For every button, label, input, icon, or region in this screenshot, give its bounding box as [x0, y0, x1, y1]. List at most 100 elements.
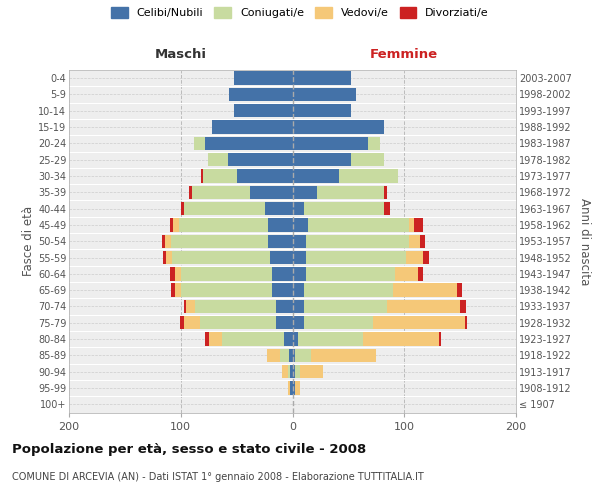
Bar [188, 186, 192, 199]
Bar [340, 170, 398, 182]
Bar [317, 186, 384, 199]
Bar [229, 88, 293, 101]
Bar [280, 348, 289, 362]
Bar [205, 332, 209, 346]
Bar [460, 300, 466, 313]
Bar [179, 218, 268, 232]
Text: Popolazione per età, sesso e stato civile - 2008: Popolazione per età, sesso e stato civil… [12, 442, 366, 456]
Bar [393, 284, 457, 297]
Bar [166, 251, 172, 264]
Bar [235, 72, 293, 85]
Bar [304, 284, 393, 297]
Bar [187, 300, 195, 313]
Bar [184, 316, 200, 330]
Bar [192, 186, 250, 199]
Bar [290, 365, 293, 378]
Bar [423, 251, 429, 264]
Bar [268, 234, 293, 248]
Bar [170, 284, 175, 297]
Bar [373, 316, 464, 330]
Bar [306, 251, 406, 264]
Bar [457, 284, 463, 297]
Bar [236, 170, 293, 182]
Bar [270, 251, 293, 264]
Bar [208, 153, 227, 166]
Bar [179, 316, 184, 330]
Bar [172, 251, 270, 264]
Legend: Celibi/Nubili, Coniugati/e, Vedovi/e, Divorziati/e: Celibi/Nubili, Coniugati/e, Vedovi/e, Di… [107, 2, 493, 23]
Bar [293, 186, 317, 199]
Bar [165, 234, 170, 248]
Bar [293, 332, 298, 346]
Bar [293, 136, 368, 150]
Y-axis label: Anni di nascita: Anni di nascita [578, 198, 591, 285]
Bar [298, 332, 363, 346]
Bar [420, 234, 425, 248]
Bar [284, 332, 293, 346]
Bar [293, 234, 306, 248]
Bar [283, 365, 288, 378]
Bar [304, 202, 384, 215]
Bar [306, 234, 409, 248]
Bar [293, 202, 304, 215]
Bar [181, 267, 272, 280]
Bar [439, 332, 441, 346]
Text: Femmine: Femmine [370, 48, 439, 62]
Bar [250, 186, 293, 199]
Bar [175, 267, 181, 280]
Bar [205, 136, 293, 150]
Bar [276, 300, 293, 313]
Bar [293, 120, 384, 134]
Bar [173, 218, 179, 232]
Bar [201, 170, 203, 182]
Bar [170, 218, 173, 232]
Bar [301, 365, 323, 378]
Bar [409, 234, 420, 248]
Bar [212, 120, 293, 134]
Bar [267, 348, 280, 362]
Bar [170, 267, 175, 280]
Bar [163, 251, 166, 264]
Bar [162, 234, 165, 248]
Bar [227, 153, 293, 166]
Bar [406, 251, 423, 264]
Bar [293, 300, 304, 313]
Bar [195, 300, 276, 313]
Bar [209, 332, 222, 346]
Bar [418, 267, 423, 280]
Bar [308, 218, 409, 232]
Bar [304, 300, 388, 313]
Bar [293, 267, 306, 280]
Bar [200, 316, 276, 330]
Bar [181, 284, 272, 297]
Bar [184, 202, 265, 215]
Bar [203, 170, 236, 182]
Bar [289, 348, 293, 362]
Y-axis label: Fasce di età: Fasce di età [22, 206, 35, 276]
Bar [295, 382, 301, 394]
Bar [415, 218, 423, 232]
Bar [295, 348, 311, 362]
Bar [409, 218, 415, 232]
Bar [293, 170, 340, 182]
Bar [272, 267, 293, 280]
Bar [395, 267, 418, 280]
Bar [293, 88, 356, 101]
Bar [194, 136, 205, 150]
Bar [272, 284, 293, 297]
Bar [306, 267, 395, 280]
Bar [235, 104, 293, 118]
Bar [293, 365, 295, 378]
Bar [293, 316, 304, 330]
Text: Maschi: Maschi [155, 48, 207, 62]
Bar [288, 382, 290, 394]
Bar [276, 316, 293, 330]
Text: COMUNE DI ARCEVIA (AN) - Dati ISTAT 1° gennaio 2008 - Elaborazione TUTTITALIA.IT: COMUNE DI ARCEVIA (AN) - Dati ISTAT 1° g… [12, 472, 424, 482]
Bar [388, 300, 460, 313]
Bar [170, 234, 268, 248]
Bar [295, 365, 301, 378]
Bar [293, 251, 306, 264]
Bar [181, 202, 184, 215]
Bar [350, 153, 384, 166]
Bar [293, 104, 350, 118]
